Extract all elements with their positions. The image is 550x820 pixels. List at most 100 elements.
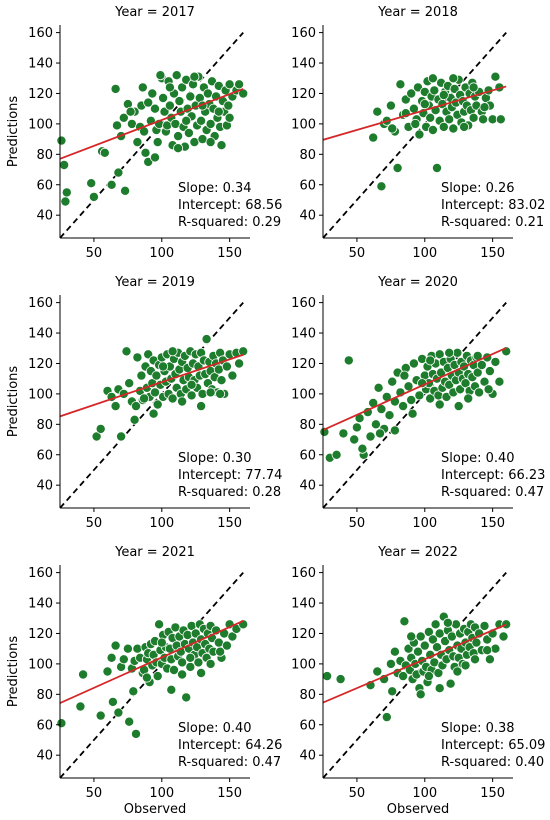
data-point	[434, 349, 445, 360]
y-tick-label: 120	[28, 357, 53, 372]
data-point	[415, 689, 426, 700]
data-point	[450, 619, 461, 630]
data-point	[186, 390, 197, 401]
data-point	[148, 408, 159, 419]
data-point	[196, 115, 207, 126]
data-point	[414, 129, 425, 140]
data-point	[460, 660, 471, 671]
y-tick-label: 80	[36, 688, 53, 703]
y-axis-label: Predictions	[6, 366, 21, 438]
data-point	[167, 393, 178, 404]
data-point	[349, 434, 360, 445]
data-point	[205, 118, 216, 129]
data-point	[370, 419, 381, 430]
data-point	[213, 106, 224, 117]
data-point	[389, 425, 400, 436]
x-tick-label: 100	[412, 246, 437, 261]
data-point	[56, 135, 67, 146]
data-point	[407, 408, 418, 419]
data-point	[136, 370, 147, 381]
data-point	[484, 654, 495, 665]
data-point	[205, 658, 216, 669]
data-point	[440, 636, 451, 647]
data-point	[322, 671, 333, 682]
stats-line: Slope: 0.38	[441, 721, 515, 736]
data-point	[189, 71, 200, 82]
data-point	[158, 93, 169, 104]
data-point	[164, 82, 175, 93]
y-tick-label: 100	[28, 657, 53, 672]
data-point	[216, 375, 227, 386]
panel-title: Year = 2019	[114, 275, 195, 290]
data-point	[60, 196, 71, 207]
data-point	[205, 387, 216, 398]
y-tick-label: 120	[28, 87, 53, 102]
data-point	[118, 654, 129, 665]
data-point	[168, 665, 179, 676]
y-tick-label: 140	[28, 57, 53, 72]
data-point	[338, 428, 349, 439]
x-tick-label: 50	[349, 516, 366, 531]
data-point	[368, 132, 379, 143]
data-point	[444, 114, 455, 125]
y-tick-label: 120	[291, 87, 316, 102]
data-point	[374, 428, 385, 439]
data-point	[173, 131, 184, 142]
data-point	[223, 100, 234, 111]
x-tick-label: 50	[86, 246, 103, 261]
data-point	[444, 379, 455, 390]
y-tick-label: 100	[291, 117, 316, 132]
data-point	[419, 99, 430, 110]
data-point	[174, 96, 185, 107]
data-point	[156, 637, 167, 648]
data-point	[216, 140, 227, 151]
data-point	[75, 701, 86, 712]
panel: 40 60 80 100 120 140 160 50 100 150 Year = 2022 Obs…	[291, 545, 545, 817]
y-tick-label: 160	[28, 566, 53, 581]
data-point	[445, 678, 456, 689]
y-tick-label: 80	[36, 148, 53, 163]
stats-line: Intercept: 65.09	[441, 738, 545, 753]
data-point	[398, 401, 409, 412]
data-point	[423, 671, 434, 682]
data-point	[490, 356, 501, 367]
data-point	[120, 185, 131, 196]
data-point	[56, 718, 67, 729]
data-point	[387, 376, 398, 387]
data-point	[412, 646, 423, 657]
data-point	[238, 346, 249, 357]
data-point	[59, 159, 70, 170]
x-tick-label: 150	[217, 516, 242, 531]
data-point	[106, 652, 117, 663]
data-point	[183, 127, 194, 138]
regression-line	[323, 85, 507, 141]
data-point	[124, 378, 135, 389]
data-point	[372, 106, 383, 117]
x-tick-label: 100	[412, 786, 437, 801]
data-point	[427, 73, 438, 84]
data-point	[406, 394, 417, 405]
data-point	[335, 674, 346, 685]
data-point	[227, 631, 238, 642]
x-tick-label: 50	[349, 786, 366, 801]
data-point	[121, 346, 132, 357]
data-point	[463, 393, 474, 404]
data-point	[441, 391, 452, 402]
data-point	[474, 387, 485, 398]
data-point	[151, 370, 162, 381]
data-point	[112, 120, 123, 131]
data-point	[385, 658, 396, 669]
panel-title: Year = 2017	[114, 5, 195, 20]
y-tick-label: 120	[291, 627, 316, 642]
stats-line: R-squared: 0.47	[441, 485, 544, 500]
data-point	[414, 390, 425, 401]
data-point	[130, 728, 141, 739]
data-point	[132, 643, 143, 654]
panel: 40 60 80 100 120 140 160 50 100 150 Year = 2019 Pre…	[6, 275, 282, 531]
data-point	[415, 631, 426, 642]
x-tick-label: 50	[86, 786, 103, 801]
data-point	[495, 114, 506, 125]
data-point	[238, 88, 249, 99]
y-tick-label: 140	[291, 327, 316, 342]
data-point	[395, 79, 406, 90]
